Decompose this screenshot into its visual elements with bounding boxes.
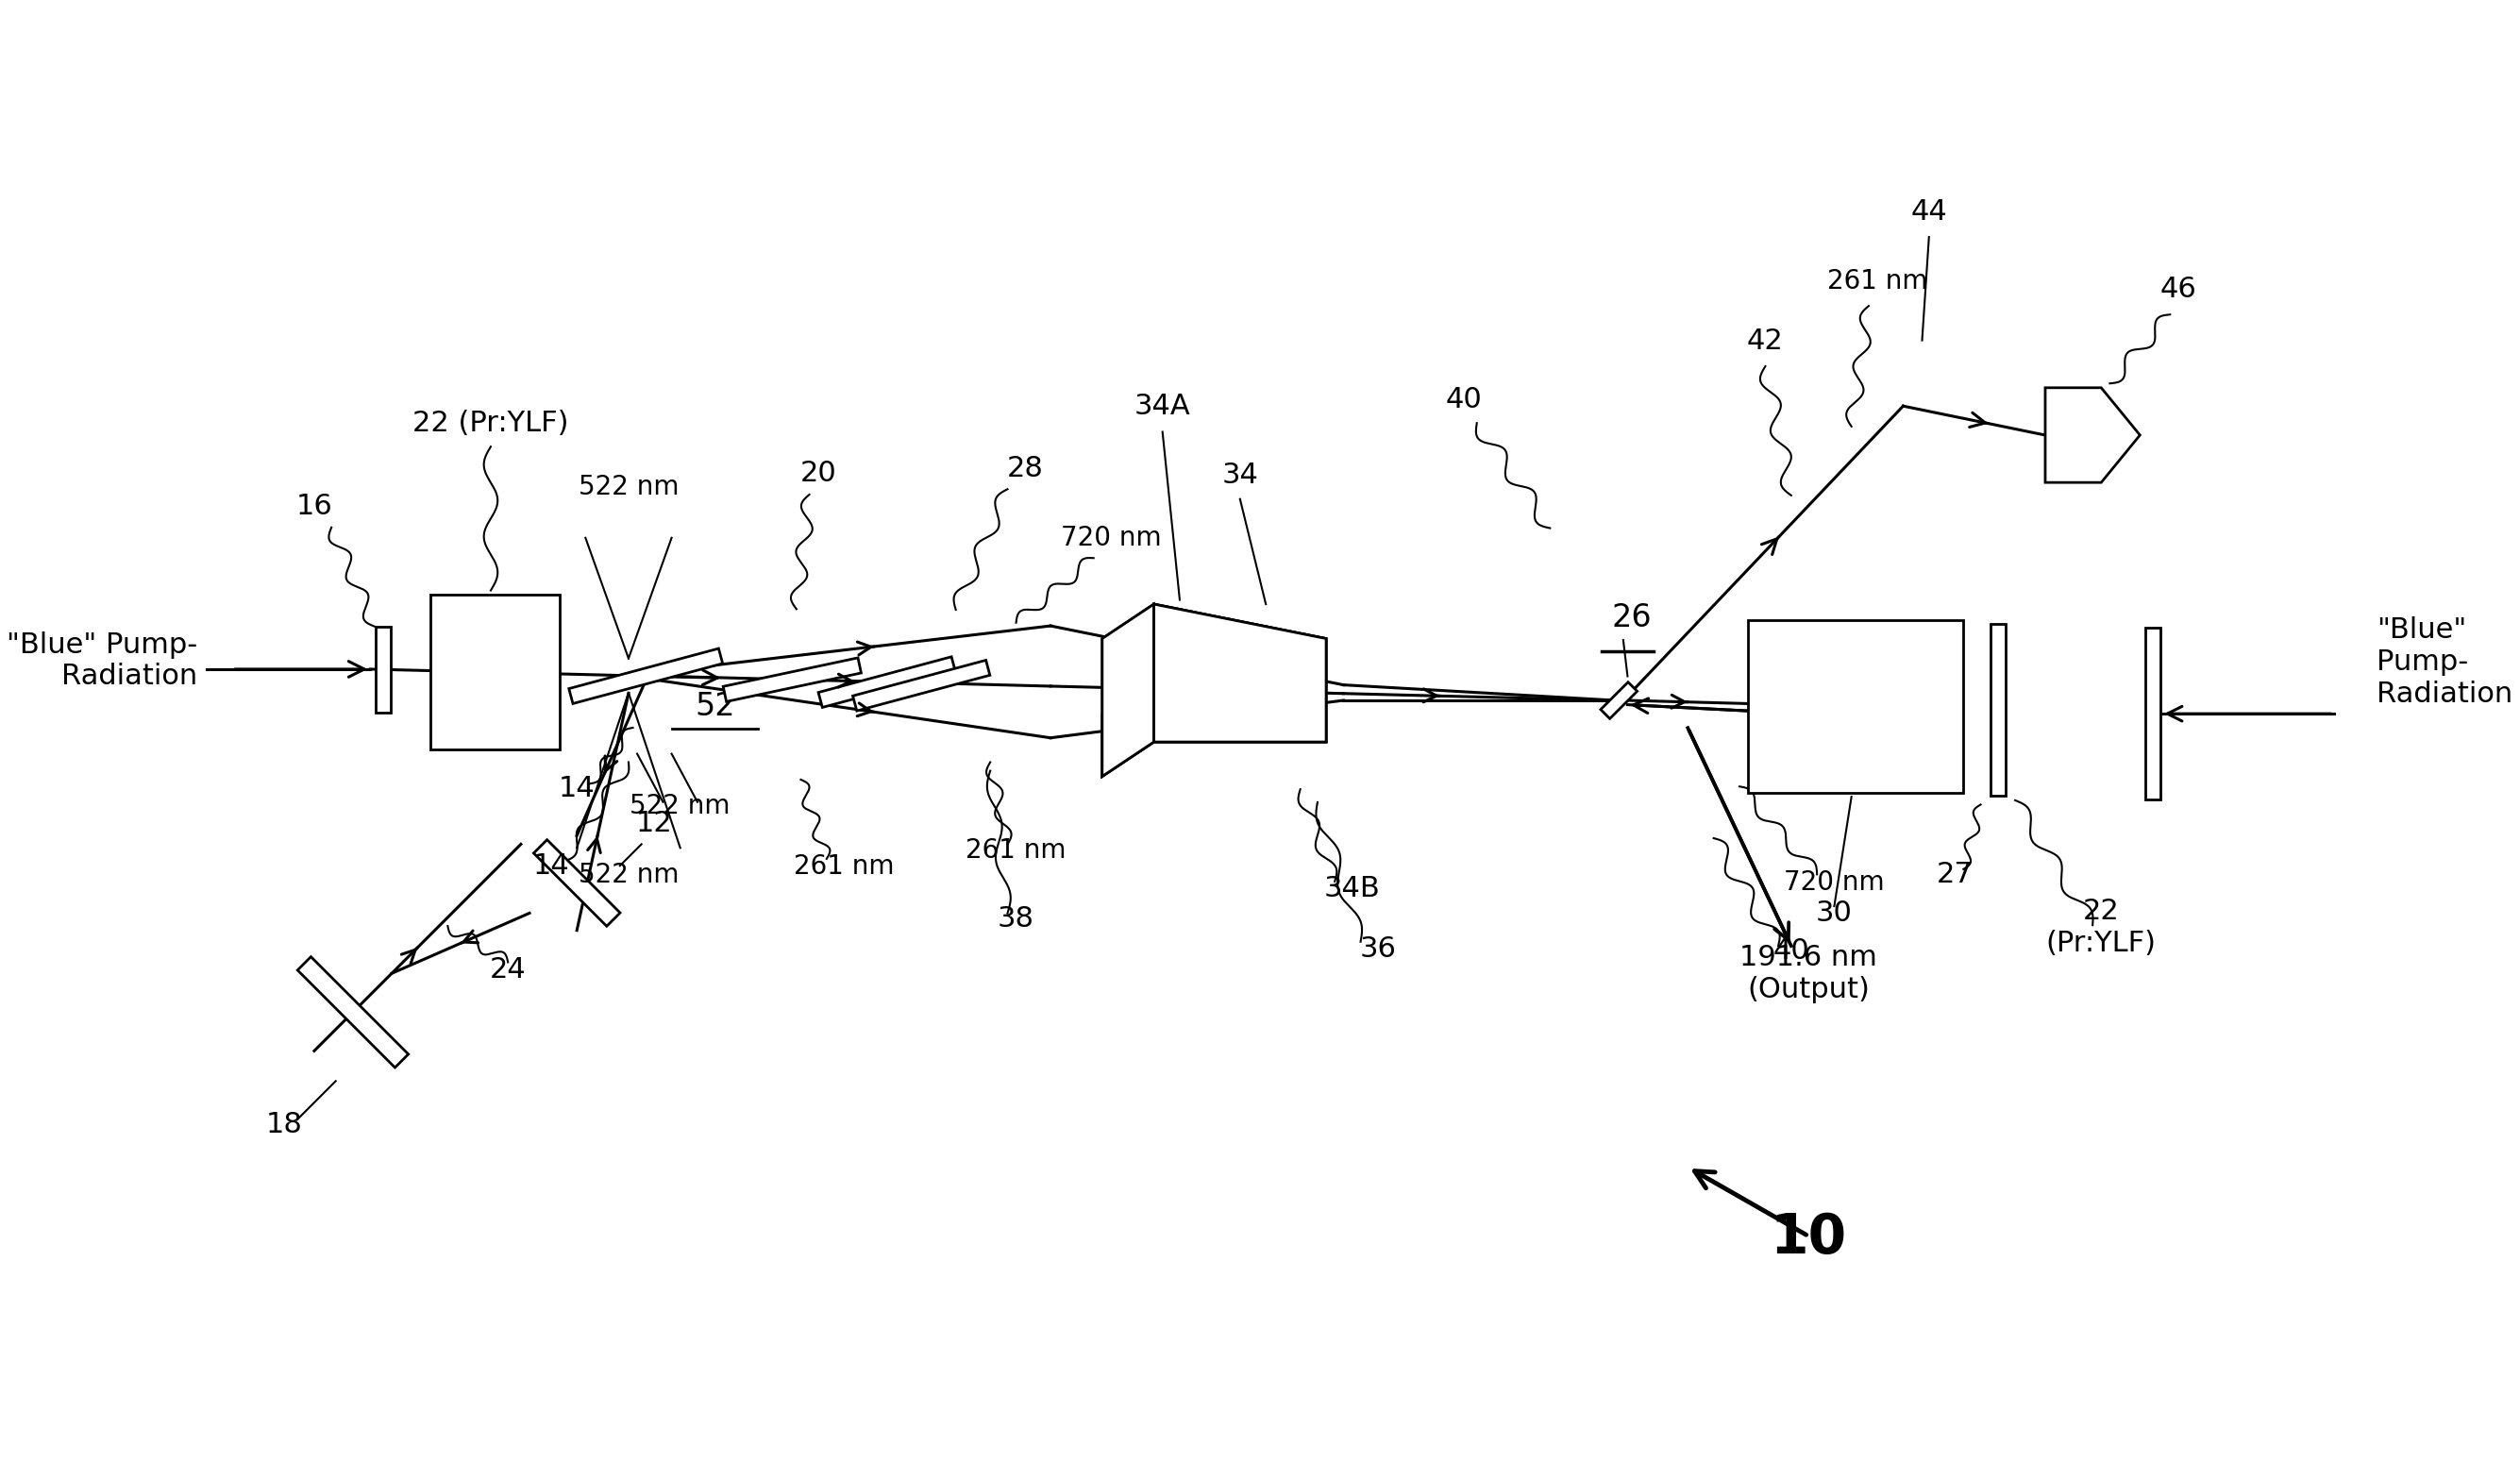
Text: 34A: 34A (1134, 394, 1189, 420)
Text: 24: 24 (489, 956, 527, 983)
Text: 44: 44 (1910, 198, 1948, 225)
Text: 46: 46 (2160, 275, 2197, 303)
Polygon shape (1991, 623, 2006, 796)
Text: "Blue" Pump-
Radiation: "Blue" Pump- Radiation (8, 630, 199, 690)
Polygon shape (1600, 682, 1638, 719)
Text: 34: 34 (1222, 462, 1257, 490)
Text: 261 nm: 261 nm (1827, 268, 1928, 295)
Polygon shape (1101, 604, 1326, 777)
Text: 14: 14 (532, 852, 570, 879)
Text: 22
(Pr:YLF): 22 (Pr:YLF) (2046, 897, 2157, 956)
Text: 10: 10 (1769, 1211, 1847, 1264)
Text: 16: 16 (295, 493, 333, 519)
Text: 26: 26 (1613, 602, 1653, 633)
Polygon shape (534, 839, 620, 926)
Text: 22 (Pr:YLF): 22 (Pr:YLF) (413, 410, 570, 437)
Text: 12: 12 (635, 810, 673, 838)
Text: 522 nm: 522 nm (630, 793, 731, 820)
Text: 27: 27 (1935, 860, 1973, 888)
Text: "Blue"
Pump-
Radiation: "Blue" Pump- Radiation (2376, 617, 2512, 707)
Text: 30: 30 (1817, 900, 1852, 928)
Polygon shape (375, 626, 391, 712)
Text: 261 nm: 261 nm (794, 854, 895, 881)
Polygon shape (2046, 388, 2139, 482)
Polygon shape (1154, 604, 1326, 741)
Polygon shape (1154, 604, 1326, 741)
Polygon shape (723, 657, 862, 702)
Text: 36: 36 (1358, 935, 1396, 963)
Text: 14: 14 (559, 776, 595, 802)
Polygon shape (570, 648, 723, 703)
Text: 18: 18 (265, 1111, 302, 1138)
Text: 52: 52 (696, 691, 736, 722)
Bar (431, 595, 559, 750)
Text: 720 nm: 720 nm (1061, 524, 1162, 551)
Text: 34B: 34B (1323, 875, 1381, 903)
Polygon shape (297, 956, 408, 1067)
Polygon shape (1101, 716, 1154, 777)
Text: 261 nm: 261 nm (965, 836, 1066, 863)
Text: 40: 40 (1774, 937, 1809, 965)
Polygon shape (852, 660, 990, 710)
Text: 720 nm: 720 nm (1784, 869, 1885, 895)
Text: 522 nm: 522 nm (577, 861, 678, 888)
Polygon shape (1101, 604, 1154, 777)
Polygon shape (819, 657, 955, 707)
Text: 38: 38 (998, 904, 1036, 932)
Text: 28: 28 (1005, 454, 1043, 482)
Bar (1749, 620, 1963, 792)
Text: 40: 40 (1446, 386, 1482, 413)
Text: 42: 42 (1746, 327, 1784, 355)
Text: 522 nm: 522 nm (577, 474, 678, 500)
Polygon shape (2145, 628, 2160, 799)
Text: 20: 20 (799, 460, 837, 487)
Text: 191.6 nm
(Output): 191.6 nm (Output) (1739, 944, 1877, 1003)
